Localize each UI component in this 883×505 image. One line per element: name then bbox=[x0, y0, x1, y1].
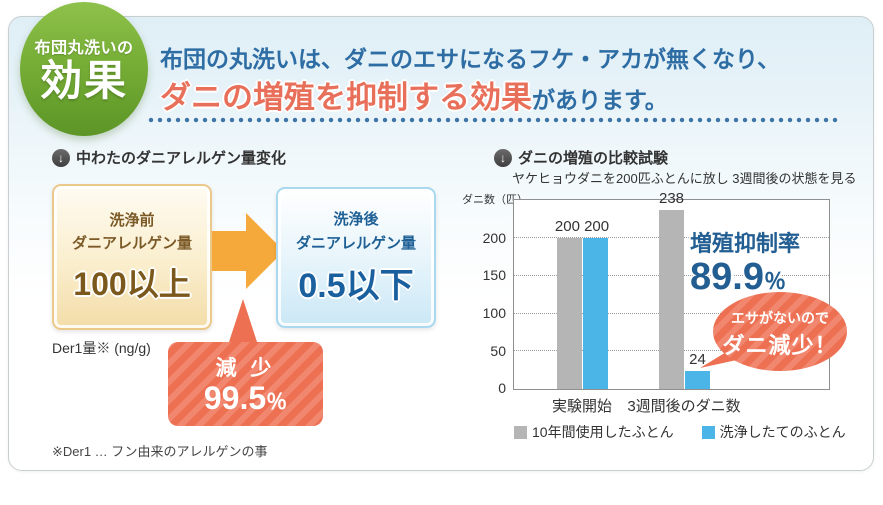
reduction-label: 減 少 bbox=[215, 357, 276, 380]
down-arrow-circle-icon: ↓ bbox=[52, 148, 70, 167]
y-tick-label: 150 bbox=[482, 267, 506, 284]
before-wash-box: 洗浄前 ダニアレルゲン量 100以上 bbox=[52, 184, 212, 330]
before-box-line1: 洗浄前 bbox=[109, 211, 155, 229]
headline-tail: があります。 bbox=[532, 87, 668, 113]
headline-highlight: ダニの増殖を抑制する効果 bbox=[160, 80, 532, 115]
bar bbox=[685, 370, 710, 389]
headline-line1: 布団の丸洗いは、ダニのエサになるフケ・アカが無くなり、 bbox=[160, 46, 781, 72]
mite-heading-label: ダニの増殖の比較試験 bbox=[518, 150, 669, 167]
y-tick-label: 100 bbox=[482, 304, 506, 321]
mite-bubble-line1: エサがないので bbox=[731, 310, 829, 326]
mite-bubble-line2: ダニ減少！ bbox=[722, 333, 838, 358]
after-wash-box: 洗浄後 ダニアレルゲン量 0.5以下 bbox=[276, 187, 436, 328]
before-box-value: 100以上 bbox=[73, 266, 191, 303]
chart-legend: 10年間使用したふとん 洗浄したてのふとん bbox=[514, 422, 846, 442]
bar bbox=[659, 209, 684, 389]
legend-swatch-icon bbox=[514, 425, 527, 439]
x-category-label: 3週間後のダニ数 bbox=[627, 398, 741, 415]
legend-item: 洗浄したてのふとん bbox=[701, 422, 846, 442]
y-tick-label: 200 bbox=[482, 229, 506, 246]
y-tick-label: 0 bbox=[498, 380, 506, 397]
suppression-rate-value: 89.9％ bbox=[690, 256, 786, 298]
badge-top-text: 布団丸洗いの bbox=[34, 39, 134, 57]
x-category-label: 実験開始 bbox=[551, 398, 613, 415]
legend-label: 10年間使用したふとん bbox=[532, 424, 674, 440]
reduction-bubble: 減 少 99.5％ bbox=[168, 342, 323, 426]
suppression-rate: 増殖抑制率 89.9％ bbox=[690, 226, 800, 298]
effect-badge: 布団丸洗いの 効果 bbox=[20, 2, 148, 136]
headline-line2: ダニの増殖を抑制する効果があります。 bbox=[160, 72, 668, 117]
allergen-section-heading: ↓ 中わたのダニアレルゲン量変化 bbox=[52, 147, 286, 168]
right-arrow-icon bbox=[212, 231, 246, 271]
der1-unit-label: Der1量※ (ng/g) bbox=[52, 340, 151, 356]
bar bbox=[583, 238, 608, 389]
down-arrow-circle-icon: ↓ bbox=[494, 148, 512, 167]
bar-value-label: 238 bbox=[658, 189, 685, 207]
badge-main-text: 効果 bbox=[39, 56, 128, 104]
suppression-rate-label: 増殖抑制率 bbox=[690, 231, 801, 256]
before-box-line2: ダニアレルゲン量 bbox=[71, 235, 192, 252]
chart-y-axis-label: ダニ数（匹） bbox=[462, 194, 528, 206]
y-tick-label: 50 bbox=[490, 342, 506, 359]
reduction-bubble-tail bbox=[228, 299, 258, 345]
after-box-line2: ダニアレルゲン量 bbox=[295, 234, 416, 252]
after-box-value: 0.5以下 bbox=[298, 266, 414, 305]
mite-section-heading: ↓ ダニの増殖の比較試験 bbox=[494, 147, 668, 168]
dotted-separator bbox=[148, 117, 838, 123]
bar bbox=[557, 238, 582, 389]
bar-value-label: 24 bbox=[689, 350, 706, 368]
after-box-line1: 洗浄後 bbox=[333, 211, 379, 229]
reduction-value: 99.5％ bbox=[203, 380, 288, 416]
der1-footnote: ※Der1 … フン由来のアレルゲンの事 bbox=[52, 444, 268, 459]
legend-item: 10年間使用したふとん bbox=[514, 422, 674, 442]
mite-decrease-bubble: エサがないので ダニ減少！ bbox=[713, 292, 847, 371]
allergen-heading-label: 中わたのダニアレルゲン量変化 bbox=[76, 150, 287, 167]
legend-label: 洗浄したてのふとん bbox=[719, 424, 846, 440]
bar-value-label: 200 200 bbox=[554, 218, 610, 236]
legend-swatch-icon bbox=[701, 425, 715, 439]
chart-subtitle: ヤケヒョウダニを200匹ふとんに放し 3週間後の状態を見る bbox=[512, 171, 857, 186]
